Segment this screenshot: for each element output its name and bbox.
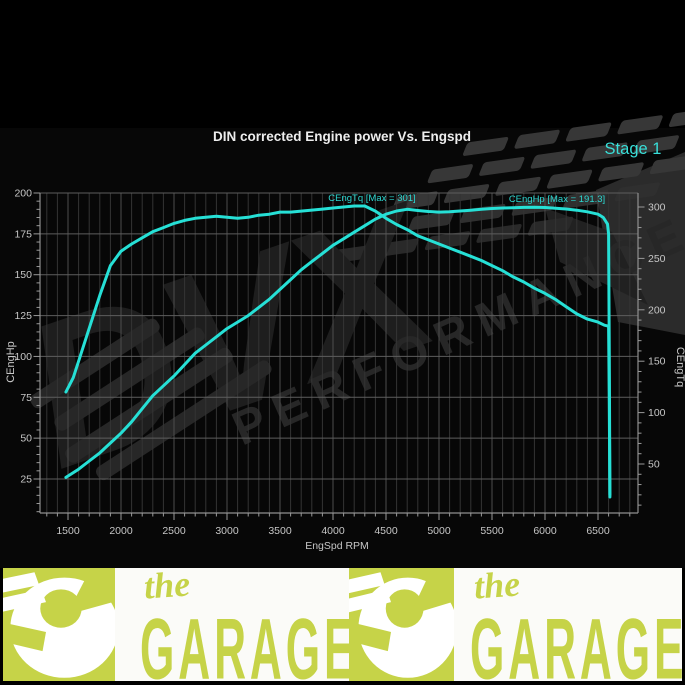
left-tick-label: 125 (14, 310, 32, 322)
x-tick-label: 2500 (162, 525, 186, 537)
garage-logotype: the GARAGE (140, 568, 353, 681)
left-tick-label: 200 (14, 188, 32, 200)
dyno-plot: DVX PERFORMANCE 150020002500300035004000… (0, 108, 685, 552)
left-tick-label: 150 (14, 269, 32, 281)
x-axis-label: EngSpd RPM (305, 540, 369, 552)
curve-CEngTq (64, 204, 612, 497)
plot-layer: 1500 2000 2500 3000 3500 4000 4500 5000 5500 6000… (14, 188, 665, 538)
x-tick-label: 2000 (109, 525, 133, 537)
x-tick-label: 1500 (56, 525, 80, 537)
curve-CEngHp (64, 205, 612, 499)
garage-banner: the GARAGE the GARAGE (0, 568, 685, 685)
garage-logo-word: GARAGE (140, 601, 358, 685)
right-tick-label: 300 (648, 202, 666, 214)
left-axis-label: CEngHp (5, 341, 17, 383)
x-tick-label: 3500 (268, 525, 292, 537)
left-tick-label: 25 (20, 474, 32, 486)
garage-logo-mark (3, 568, 115, 681)
x-tick-label: 5500 (480, 525, 504, 537)
left-tick-label: 175 (14, 228, 32, 240)
power-max-annotation: CEngHp [Max = 191.3] (509, 194, 605, 205)
chart-title: DIN corrected Engine power Vs. Engspd (213, 129, 471, 144)
garage-logotype: the GARAGE (470, 568, 682, 681)
right-tick-label: 200 (648, 304, 666, 316)
x-tick-label: 3000 (215, 525, 239, 537)
right-tick-label: 100 (648, 407, 666, 419)
watermark-speed-stripes (30, 318, 272, 481)
right-tick-label: 150 (648, 356, 666, 368)
garage-g-icon (349, 568, 454, 681)
stage-badge: Stage 1 (605, 140, 662, 158)
right-tick-label: 50 (648, 459, 660, 471)
left-tick-label: 50 (20, 433, 32, 445)
x-tick-label: 6000 (533, 525, 557, 537)
garage-logo-mark (349, 568, 454, 681)
x-tick-label: 6500 (586, 525, 610, 537)
left-tick-label: 75 (20, 392, 32, 404)
x-tick-label: 5000 (427, 525, 451, 537)
checkered-flag-pattern (321, 108, 685, 335)
garage-g-icon (3, 568, 115, 681)
right-tick-label: 250 (648, 253, 666, 265)
x-tick-label: 4000 (321, 525, 345, 537)
right-axis-label: CEngTq (674, 347, 685, 387)
torque-max-annotation: CEngTq [Max = 301] (328, 193, 415, 204)
garage-logo-word: GARAGE (470, 601, 685, 685)
x-tick-label: 4500 (374, 525, 398, 537)
left-tick-label: 100 (14, 351, 32, 363)
